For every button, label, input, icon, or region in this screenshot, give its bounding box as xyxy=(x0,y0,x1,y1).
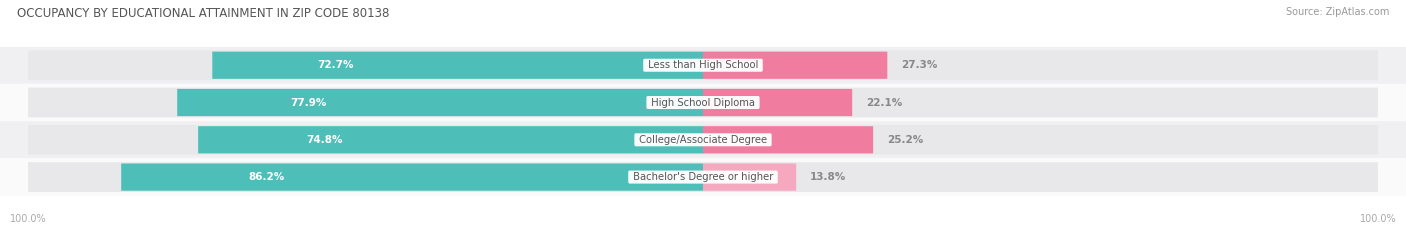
Text: OCCUPANCY BY EDUCATIONAL ATTAINMENT IN ZIP CODE 80138: OCCUPANCY BY EDUCATIONAL ATTAINMENT IN Z… xyxy=(17,7,389,20)
FancyBboxPatch shape xyxy=(0,158,1406,196)
Text: 74.8%: 74.8% xyxy=(307,135,343,145)
FancyBboxPatch shape xyxy=(703,126,873,153)
FancyBboxPatch shape xyxy=(198,126,703,153)
FancyBboxPatch shape xyxy=(703,89,852,116)
FancyBboxPatch shape xyxy=(177,89,703,116)
Text: 86.2%: 86.2% xyxy=(249,172,285,182)
FancyBboxPatch shape xyxy=(28,88,1378,117)
FancyBboxPatch shape xyxy=(212,52,703,79)
Text: Source: ZipAtlas.com: Source: ZipAtlas.com xyxy=(1285,7,1389,17)
Text: 77.9%: 77.9% xyxy=(291,98,326,107)
Text: 72.7%: 72.7% xyxy=(316,60,353,70)
FancyBboxPatch shape xyxy=(0,47,1406,84)
Text: Less than High School: Less than High School xyxy=(645,60,761,70)
FancyBboxPatch shape xyxy=(121,164,703,191)
FancyBboxPatch shape xyxy=(0,121,1406,158)
Text: High School Diploma: High School Diploma xyxy=(648,98,758,107)
FancyBboxPatch shape xyxy=(28,162,1378,192)
Text: 13.8%: 13.8% xyxy=(810,172,846,182)
Text: 100.0%: 100.0% xyxy=(10,214,46,224)
Text: College/Associate Degree: College/Associate Degree xyxy=(636,135,770,145)
FancyBboxPatch shape xyxy=(0,84,1406,121)
Text: 100.0%: 100.0% xyxy=(1360,214,1396,224)
Text: 25.2%: 25.2% xyxy=(887,135,924,145)
FancyBboxPatch shape xyxy=(28,125,1378,155)
FancyBboxPatch shape xyxy=(28,50,1378,80)
FancyBboxPatch shape xyxy=(703,164,796,191)
Text: 27.3%: 27.3% xyxy=(901,60,938,70)
FancyBboxPatch shape xyxy=(703,52,887,79)
Text: 22.1%: 22.1% xyxy=(866,98,903,107)
Text: Bachelor's Degree or higher: Bachelor's Degree or higher xyxy=(630,172,776,182)
